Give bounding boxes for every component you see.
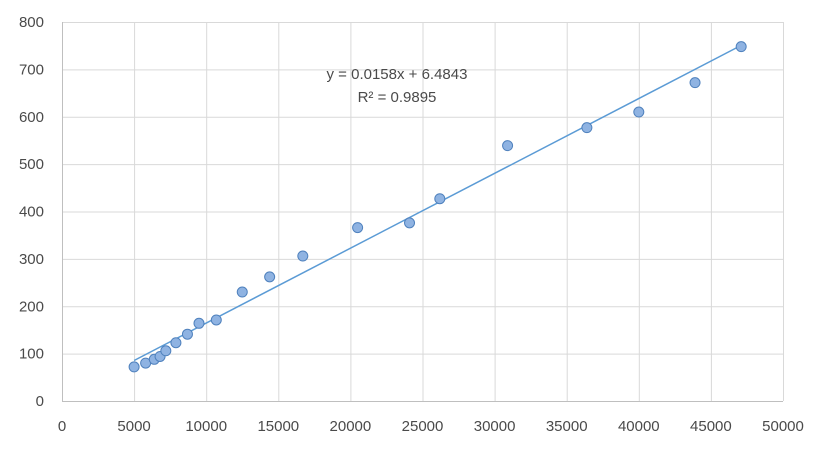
y-tick-label: 400 — [19, 204, 44, 221]
tick-labels: 0 100 200 300 400 500 600 700 800 0 5000 10000 15000… — [19, 14, 804, 435]
data-point — [210, 314, 222, 326]
data-point — [236, 286, 248, 298]
data-point — [128, 361, 140, 373]
x-tick-label: 15000 — [257, 418, 299, 435]
data-point — [297, 250, 309, 262]
data-points — [128, 41, 747, 373]
x-tick-label: 50000 — [762, 418, 804, 435]
data-point — [633, 106, 645, 118]
x-tick-label: 20000 — [330, 418, 372, 435]
x-tick-label: 10000 — [185, 418, 227, 435]
data-point — [404, 217, 416, 229]
data-point — [352, 222, 364, 234]
y-tick-label: 700 — [19, 61, 44, 78]
x-tick-label: 0 — [58, 418, 66, 435]
x-tick-label: 35000 — [546, 418, 588, 435]
y-tick-label: 800 — [19, 14, 44, 31]
y-tick-label: 100 — [19, 346, 44, 363]
x-tick-label: 40000 — [618, 418, 660, 435]
y-tick-label: 500 — [19, 156, 44, 173]
trendline-equation: y = 0.0158x + 6.4843 — [327, 66, 468, 83]
y-tick-label: 600 — [19, 109, 44, 126]
x-tick-label: 30000 — [474, 418, 516, 435]
trendline-r-squared: R² = 0.9895 — [358, 89, 437, 106]
x-tick-label: 45000 — [690, 418, 732, 435]
data-point — [160, 345, 172, 357]
data-point — [181, 328, 193, 340]
y-tick-label: 200 — [19, 298, 44, 315]
x-tick-label: 5000 — [117, 418, 150, 435]
data-point — [581, 122, 593, 134]
y-tick-label: 0 — [36, 393, 44, 410]
data-point — [193, 317, 205, 329]
data-point — [264, 271, 276, 283]
data-point — [434, 193, 446, 205]
gridlines — [62, 22, 784, 401]
axes — [62, 22, 783, 402]
data-point — [502, 140, 514, 152]
data-point — [735, 41, 747, 53]
data-point — [689, 77, 701, 89]
x-tick-label: 25000 — [402, 418, 444, 435]
y-tick-label: 300 — [19, 251, 44, 268]
data-point — [170, 337, 182, 349]
